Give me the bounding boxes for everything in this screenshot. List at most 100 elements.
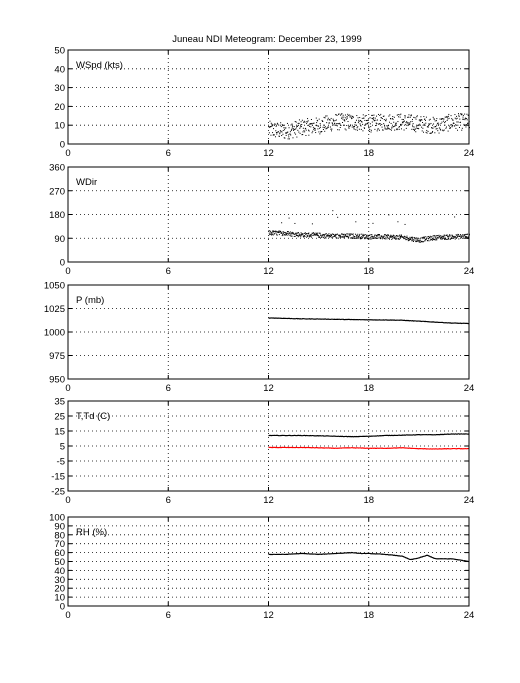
data-point (326, 115, 328, 117)
data-point (462, 234, 464, 236)
data-point (436, 123, 438, 125)
data-point (440, 129, 442, 131)
data-point (322, 126, 324, 128)
data-point (432, 127, 434, 129)
data-point (281, 235, 283, 237)
data-point (282, 129, 284, 131)
data-point (463, 123, 465, 125)
data-point (446, 234, 448, 236)
data-point (287, 134, 289, 136)
data-point (452, 235, 454, 237)
data-point (393, 235, 395, 237)
data-point (421, 236, 423, 238)
data-point (310, 123, 312, 125)
data-point (464, 234, 466, 236)
data-point (281, 124, 283, 126)
data-point (278, 135, 280, 137)
data-point (362, 114, 364, 116)
data-point (271, 232, 273, 234)
data-point (272, 134, 274, 136)
data-point (336, 114, 338, 116)
data-point (392, 234, 394, 236)
data-point (320, 126, 321, 128)
data-point (275, 130, 277, 132)
data-point (434, 234, 436, 236)
data-point (287, 138, 289, 140)
x-tick-label: 24 (464, 610, 475, 621)
data-point (354, 237, 356, 239)
x-tick-label: 0 (65, 148, 70, 159)
data-point (394, 125, 396, 127)
data-point (330, 234, 332, 236)
data-point (268, 230, 270, 232)
data-point (376, 115, 378, 117)
data-point (450, 238, 452, 240)
data-point (358, 119, 360, 121)
data-point (390, 235, 392, 237)
data-point (313, 234, 315, 236)
data-point (452, 119, 454, 121)
data-point (335, 237, 337, 239)
data-point (396, 129, 398, 131)
data-point (386, 128, 388, 130)
data-point (339, 127, 341, 128)
data-point (467, 233, 469, 235)
data-point (454, 125, 456, 127)
data-point (340, 236, 342, 238)
data-point (299, 234, 301, 236)
data-point (376, 236, 378, 238)
data-point (300, 126, 302, 128)
data-point (457, 124, 459, 126)
data-point (416, 239, 418, 241)
data-point (459, 235, 461, 237)
data-point (348, 237, 350, 239)
data-point (307, 236, 309, 238)
data-point (269, 234, 271, 236)
data-point (290, 235, 292, 237)
data-point (321, 236, 323, 238)
data-point (449, 127, 451, 129)
data-point (387, 236, 389, 238)
data-point (375, 125, 377, 127)
panel-label: RH (%) (76, 527, 107, 538)
data-point (280, 126, 282, 128)
data-point (334, 120, 336, 122)
data-point (429, 123, 431, 125)
data-point (270, 231, 272, 233)
x-tick-label: 24 (464, 383, 475, 394)
data-point (403, 129, 405, 131)
data-point (291, 231, 293, 233)
data-point (456, 117, 458, 119)
data-point (339, 235, 341, 237)
data-point (388, 238, 390, 240)
data-point (397, 121, 399, 123)
data-point (286, 231, 288, 233)
data-point (375, 119, 377, 121)
x-tick-label: 24 (464, 495, 475, 506)
data-point (318, 236, 320, 238)
y-tick-label: 50 (54, 46, 65, 57)
data-point (443, 120, 445, 122)
data-point (428, 123, 430, 125)
data-point (386, 238, 388, 240)
data-point (312, 122, 314, 124)
data-point (304, 236, 306, 238)
y-tick-label: -15 (51, 472, 65, 483)
data-point (297, 235, 299, 237)
data-point (333, 124, 335, 126)
data-point (351, 118, 353, 119)
data-point (326, 127, 328, 129)
data-point (457, 113, 459, 115)
data-point (366, 238, 368, 240)
data-point (434, 239, 436, 241)
y-tick-label: 90 (54, 234, 65, 245)
data-point (342, 122, 344, 123)
data-point (360, 120, 362, 122)
data-point (365, 235, 367, 237)
data-point (433, 235, 435, 237)
data-point (422, 237, 424, 239)
data-point (269, 126, 271, 128)
data-point (397, 114, 399, 116)
data-point (435, 126, 437, 128)
data-point (415, 241, 417, 243)
